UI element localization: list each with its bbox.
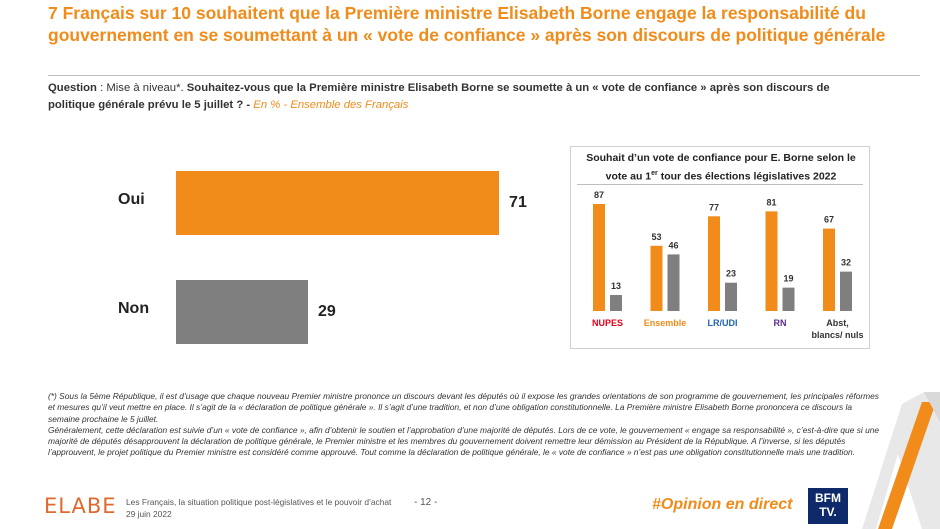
inset-bar-ensemble-non — [667, 254, 680, 311]
question-base: En % - Ensemble des Français — [250, 99, 409, 111]
inset-bar-nupes-oui — [593, 203, 605, 311]
inset-bar-nupes-non — [610, 295, 622, 311]
main-chart-value-non: 29 — [317, 303, 336, 320]
question-label: Question — [48, 82, 97, 94]
inset-category-label: RN — [774, 318, 787, 328]
inset-chart-plot: 87 13 NUPES 53 46 Ensemble 77 23 LR/UDI 81 19 RN 67 3… — [592, 190, 864, 340]
main-chart-value-oui: 71 — [509, 194, 527, 211]
inset-category-label: blancs/ nuls — [811, 330, 863, 340]
footer-date: 29 juin 2022 — [126, 509, 172, 519]
inset-value-abst-blancs-nuls-non: 32 — [841, 258, 851, 268]
inset-title-divider — [577, 184, 863, 185]
main-chart-label-oui: Oui — [118, 191, 145, 208]
inset-bar-ensemble-oui — [650, 245, 663, 311]
main-chart-label-non: Non — [118, 300, 150, 317]
question-text: Question : Mise à niveau*. Souhaitez-vou… — [48, 80, 878, 114]
inset-chart: Souhait d’un vote de confiance pour E. B… — [570, 146, 870, 349]
inset-value-lr-udi-non: 23 — [726, 269, 736, 279]
inset-title-line2-b: tour des élections législatives 2022 — [657, 170, 837, 183]
inset-title-sup: er — [651, 170, 658, 177]
elabe-logo: ELABE — [44, 494, 117, 518]
inset-value-nupes-oui: 87 — [594, 190, 604, 200]
page-title: 7 Français sur 10 souhaitent que la Prem… — [48, 3, 886, 45]
inset-category-label: NUPES — [592, 318, 623, 328]
inset-bar-lr-udi-oui — [708, 216, 720, 311]
bfmtv-logo-line1: BFM — [815, 491, 841, 505]
bfmtv-logo: BFM TV. — [808, 488, 848, 524]
inset-title-line2-a: vote au 1 — [605, 170, 652, 183]
main-chart-bar-oui — [176, 171, 500, 235]
inset-bar-abst-blancs-nuls-oui — [823, 228, 835, 311]
inset-value-ensemble-non: 46 — [668, 240, 678, 250]
main-chart: Oui 71 Non 29 — [0, 150, 560, 370]
footer-study-title: Les Français, la situation politique pos… — [126, 497, 392, 507]
footnote-paragraph-1: (*) Sous la 5ème République, il est d’us… — [48, 391, 879, 424]
inset-value-abst-blancs-nuls-oui: 67 — [824, 215, 834, 225]
title-divider — [48, 75, 920, 76]
footer-study: Les Français, la situation politique pos… — [126, 496, 391, 520]
hashtag: #Opinion en direct — [652, 496, 793, 513]
inset-bar-rn-non — [782, 287, 795, 311]
question-sep: : Mise à niveau*. — [96, 82, 187, 94]
inset-value-lr-udi-oui: 77 — [709, 202, 719, 212]
inset-category-label: Ensemble — [644, 318, 687, 328]
inset-bar-lr-udi-non — [725, 282, 737, 311]
inset-chart-title: Souhait d’un vote de confiance pour E. B… — [571, 151, 871, 185]
inset-title-line2: vote au 1er tour des élections législati… — [571, 166, 871, 185]
footnote-paragraph-2: Généralement, cette déclaration est suiv… — [48, 424, 880, 458]
inset-bar-rn-oui — [765, 211, 778, 311]
bfmtv-logo-line2: TV. — [819, 505, 837, 519]
inset-value-nupes-non: 13 — [611, 281, 621, 291]
inset-bar-abst-blancs-nuls-non — [840, 271, 852, 311]
inset-category-label: LR/UDI — [708, 318, 738, 328]
inset-value-rn-non: 19 — [783, 274, 793, 284]
footnote: (*) Sous la 5ème République, il est d’us… — [48, 391, 883, 459]
question-body: Souhaitez-vous que la Première ministre … — [48, 82, 830, 111]
page-number: - 12 - — [414, 497, 438, 508]
inset-category-label: Abst, — [826, 318, 849, 328]
inset-value-ensemble-oui: 53 — [651, 232, 661, 242]
inset-value-rn-oui: 81 — [766, 197, 776, 207]
main-chart-bar-non — [176, 280, 308, 344]
decorative-a-logo — [862, 392, 940, 529]
inset-title-line1: Souhait d’un vote de confiance pour E. B… — [586, 152, 856, 164]
